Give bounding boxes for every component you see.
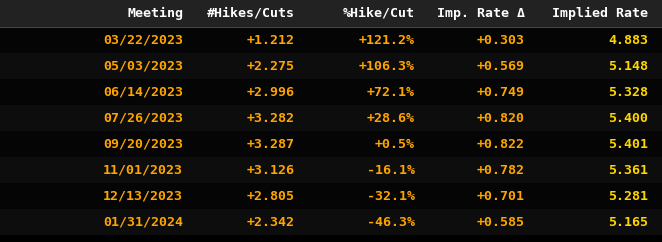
Bar [0, 209, 662, 235]
Text: +0.820: +0.820 [477, 112, 525, 124]
Text: +1.212: +1.212 [247, 33, 295, 46]
Bar [0, 157, 662, 183]
Text: 03/22/2023: 03/22/2023 [103, 33, 183, 46]
Text: 5.165: 5.165 [608, 215, 648, 228]
Text: +3.287: +3.287 [247, 137, 295, 151]
Text: 5.148: 5.148 [608, 60, 648, 73]
Text: 07/26/2023: 07/26/2023 [103, 112, 183, 124]
Text: +0.822: +0.822 [477, 137, 525, 151]
Text: +0.782: +0.782 [477, 164, 525, 176]
Text: +121.2%: +121.2% [359, 33, 415, 46]
Text: 5.400: 5.400 [608, 112, 648, 124]
Text: +0.749: +0.749 [477, 85, 525, 98]
Bar [0, 79, 662, 105]
Bar [0, 131, 662, 157]
Text: Implied Rate: Implied Rate [552, 7, 648, 20]
Text: -16.1%: -16.1% [367, 164, 415, 176]
Text: +2.805: +2.805 [247, 189, 295, 203]
Text: 05/03/2023: 05/03/2023 [103, 60, 183, 73]
Text: -32.1%: -32.1% [367, 189, 415, 203]
Text: 4.883: 4.883 [608, 33, 648, 46]
Text: %Hike/Cut: %Hike/Cut [343, 7, 415, 20]
Text: Imp. Rate Δ: Imp. Rate Δ [437, 7, 525, 20]
Text: 01/31/2024: 01/31/2024 [103, 215, 183, 228]
Text: 06/14/2023: 06/14/2023 [103, 85, 183, 98]
Bar [0, 27, 662, 53]
Bar [0, 105, 662, 131]
Text: #Hikes/Cuts: #Hikes/Cuts [207, 7, 295, 20]
Text: +2.275: +2.275 [247, 60, 295, 73]
Text: +72.1%: +72.1% [367, 85, 415, 98]
Text: +3.282: +3.282 [247, 112, 295, 124]
Bar [0, 53, 662, 79]
Text: 5.281: 5.281 [608, 189, 648, 203]
Bar [0, 183, 662, 209]
Text: +28.6%: +28.6% [367, 112, 415, 124]
Text: +0.5%: +0.5% [375, 137, 415, 151]
Text: +2.342: +2.342 [247, 215, 295, 228]
Text: +0.585: +0.585 [477, 215, 525, 228]
Text: -46.3%: -46.3% [367, 215, 415, 228]
Text: +0.569: +0.569 [477, 60, 525, 73]
Text: 11/01/2023: 11/01/2023 [103, 164, 183, 176]
Text: +3.126: +3.126 [247, 164, 295, 176]
Text: +106.3%: +106.3% [359, 60, 415, 73]
Text: 5.361: 5.361 [608, 164, 648, 176]
Text: 5.328: 5.328 [608, 85, 648, 98]
Text: 09/20/2023: 09/20/2023 [103, 137, 183, 151]
Bar [0, 0, 662, 27]
Text: +0.303: +0.303 [477, 33, 525, 46]
Text: +2.996: +2.996 [247, 85, 295, 98]
Text: 12/13/2023: 12/13/2023 [103, 189, 183, 203]
Text: Meeting: Meeting [127, 7, 183, 20]
Text: +0.701: +0.701 [477, 189, 525, 203]
Text: 5.401: 5.401 [608, 137, 648, 151]
